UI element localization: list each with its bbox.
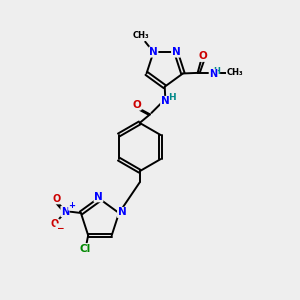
Text: N: N (209, 69, 217, 80)
Text: CH₃: CH₃ (226, 68, 243, 77)
Text: H: H (213, 67, 220, 76)
Text: N: N (94, 192, 103, 202)
Text: N: N (118, 207, 126, 218)
Text: CH₃: CH₃ (133, 32, 149, 40)
Text: O: O (52, 194, 60, 204)
Text: Cl: Cl (80, 244, 91, 254)
Text: N: N (160, 96, 169, 106)
Text: O: O (198, 51, 207, 62)
Text: N: N (149, 47, 158, 57)
Text: −: − (56, 224, 64, 233)
Text: O: O (132, 100, 141, 110)
Text: N: N (61, 206, 69, 217)
Text: O: O (51, 219, 59, 229)
Text: H: H (168, 93, 176, 102)
Text: N: N (172, 47, 180, 57)
Text: +: + (69, 201, 76, 210)
